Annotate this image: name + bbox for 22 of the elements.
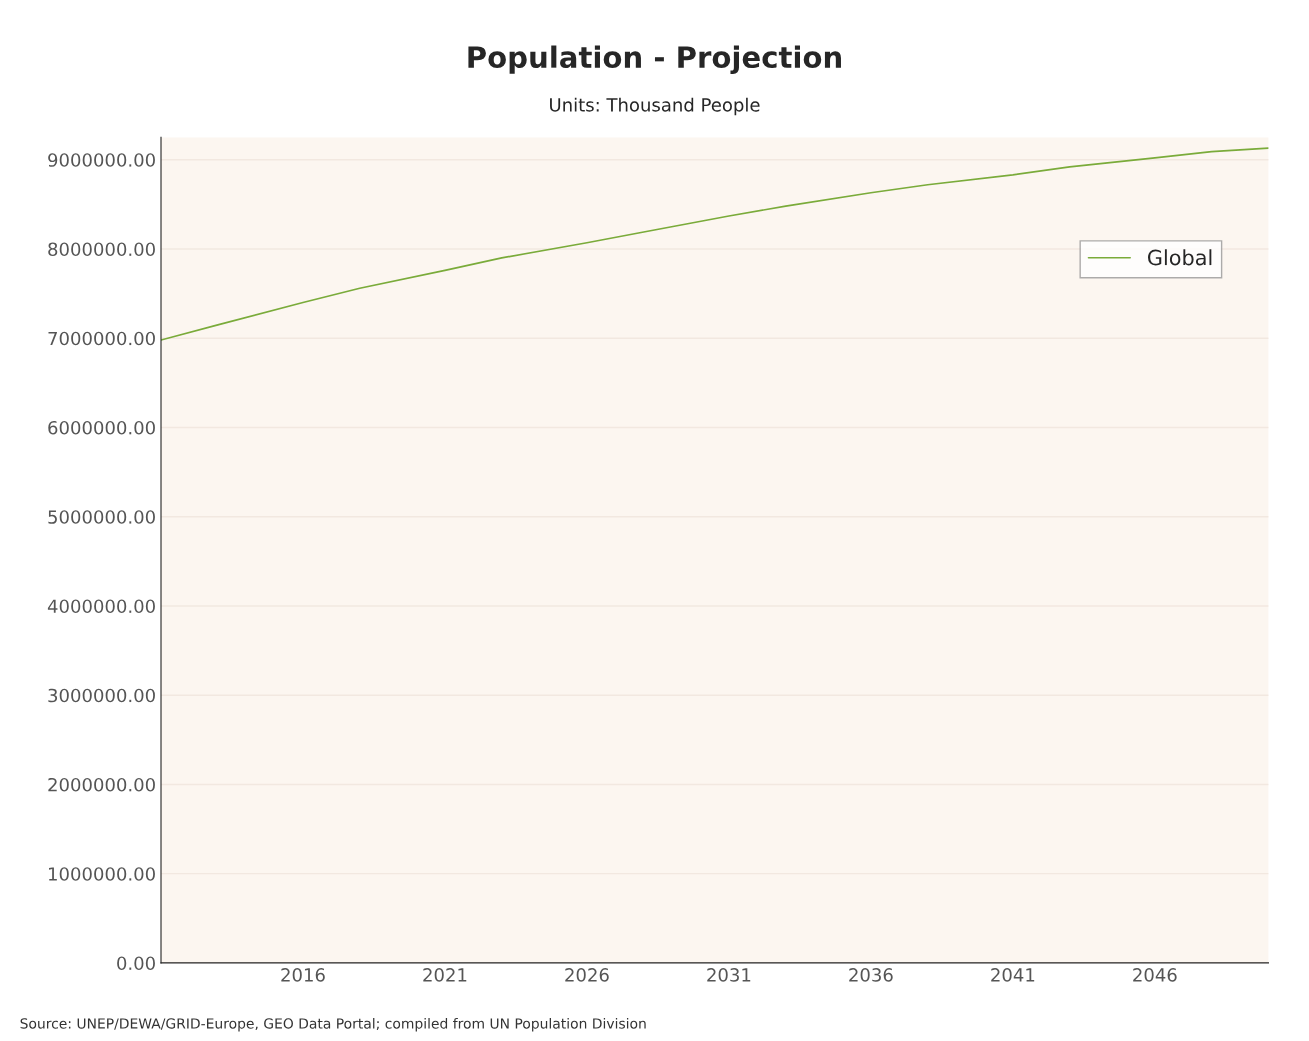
x-tick-label: 2036	[849, 968, 893, 982]
y-tick-label: 2000000.00	[48, 777, 155, 792]
x-tick-label: 2031	[707, 968, 751, 982]
legend-label: Global	[1148, 249, 1212, 266]
x-tick-label: 2026	[565, 968, 609, 982]
source-note: Source: UNEP/DEWA/GRID-Europe, GEO Data Portal; compiled from UN Population Division	[20, 1017, 646, 1032]
x-tick-label: 2016	[281, 968, 325, 982]
line-series	[161, 147, 1269, 341]
y-tick-label: 6000000.00	[48, 420, 155, 435]
y-tick-label: 4000000.00	[47, 599, 155, 614]
y-tick-label: 5000000.00	[48, 510, 155, 524]
y-tick-label: 1000000.00	[49, 867, 155, 881]
x-tick-label: 2041	[991, 968, 1035, 982]
y-tick-label: 7000000.00	[48, 331, 155, 346]
chart-title: Population - Projection	[468, 45, 841, 74]
chart-subtitle: Units: Thousand People	[550, 97, 760, 116]
x-tick-label: 2046	[1133, 968, 1177, 982]
y-tick-label: 3000000.00	[48, 688, 155, 703]
y-tick-label: 9000000.00	[48, 153, 155, 167]
y-tick-label: 8000000.00	[48, 242, 155, 257]
y-tick-label: 0.00	[117, 956, 155, 971]
x-tick-label: 2021	[423, 968, 467, 982]
